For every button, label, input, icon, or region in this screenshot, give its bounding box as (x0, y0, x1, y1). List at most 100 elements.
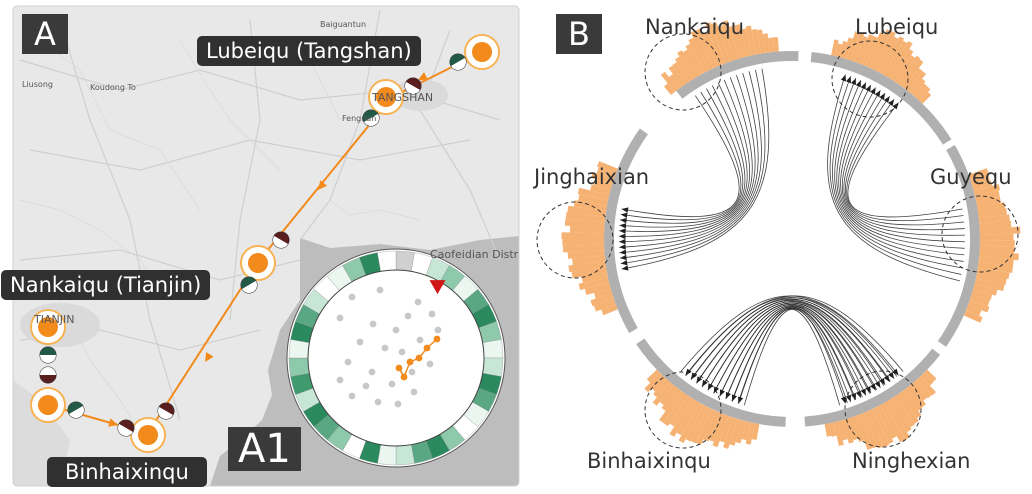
flow-curve (690, 297, 898, 380)
histogram-bar (975, 190, 1000, 202)
flow-arrowhead (888, 371, 895, 379)
region-highlight-circle (644, 371, 722, 449)
flow-curve (701, 300, 885, 387)
histogram-bar (762, 33, 770, 53)
flow-arrowhead (620, 217, 627, 224)
flow-arrowhead (865, 386, 871, 394)
histogram-bar (977, 202, 1006, 213)
inset-trajectory-point (406, 358, 414, 366)
flow-arrowhead (860, 82, 866, 90)
histogram-bar (851, 416, 865, 442)
transition-marker (39, 366, 57, 384)
histogram-bar (651, 375, 667, 392)
histogram-bar (703, 410, 721, 442)
histogram-bar (562, 244, 605, 253)
region-highlight-circle (941, 195, 1019, 273)
histogram-bar (858, 34, 874, 65)
histogram-bar (861, 35, 878, 67)
transition-marker-half (119, 420, 134, 432)
histogram-bar (969, 294, 990, 307)
inset-highlight-marker (429, 280, 446, 295)
histogram-bar (965, 305, 982, 316)
inset-dot (410, 388, 418, 396)
histogram-bar (601, 304, 618, 316)
flow-arrowhead (840, 396, 847, 404)
histogram-bar (672, 62, 690, 84)
histogram-bar (652, 382, 674, 406)
flow-curve (827, 74, 960, 282)
inset-dot (362, 382, 370, 390)
histogram-bar (904, 68, 923, 91)
histogram-bar (685, 43, 706, 75)
histogram-bar (876, 36, 899, 74)
histogram-bar (920, 372, 934, 386)
histogram-bar (900, 59, 924, 89)
transition-marker-half (159, 403, 174, 415)
histogram-bar (723, 417, 738, 449)
histogram-bar (895, 393, 919, 424)
flow-curve (829, 76, 962, 275)
transition-marker-half (118, 424, 133, 436)
histogram-bar (562, 239, 605, 246)
region-label-binhaixinqu: Binhaixinqu (587, 449, 711, 473)
flow-arrowhead (619, 228, 626, 234)
histogram-bar (708, 412, 725, 442)
histogram-bar (674, 56, 694, 82)
inset-dot (348, 293, 356, 301)
histogram-bar (974, 278, 1005, 292)
inset-ring-segment (288, 357, 310, 377)
histogram-bar (565, 212, 606, 223)
transition-marker-half (40, 375, 56, 383)
transition-marker-half (69, 406, 84, 418)
map-label: Koudong To (90, 83, 136, 92)
histogram-bar (868, 409, 890, 448)
flow-arrowhead (883, 374, 890, 382)
histogram-bar (831, 39, 839, 56)
transition-marker-half (451, 58, 466, 70)
inset-trajectory-point (400, 373, 408, 381)
inset-trajectory-point (423, 344, 431, 352)
histogram-bar (975, 273, 1007, 285)
route-arrow (318, 180, 328, 190)
histogram-bar (892, 395, 915, 428)
stay-marker-core (138, 425, 158, 445)
flow-curve (731, 307, 848, 404)
flow-arrowhead (888, 99, 895, 107)
inset-trajectory-point (395, 364, 403, 372)
flow-curve (713, 303, 870, 394)
map-label: Liusong (22, 80, 53, 89)
histogram-bar (914, 379, 932, 399)
route-arrow (418, 72, 428, 80)
transition-marker-half (274, 232, 289, 244)
flow-arrowhead (725, 391, 731, 399)
histogram-bar (751, 28, 761, 55)
histogram-bar (978, 214, 1010, 224)
inset-dot (428, 310, 436, 318)
inset-dot (398, 348, 406, 356)
flow-curve (620, 88, 744, 224)
flow-arrowhead (879, 377, 886, 385)
histogram-bar (976, 267, 1010, 279)
flow-curve (832, 78, 963, 269)
flow-arrowhead (713, 386, 720, 394)
histogram-bar (668, 74, 682, 90)
region-label-jinghaixian: Jinghaixian (534, 165, 650, 189)
histogram-bar (567, 205, 607, 217)
transition-marker-half (405, 82, 420, 94)
histogram-bar (664, 83, 675, 95)
flow-curve (838, 84, 965, 249)
histogram-bar (581, 272, 609, 283)
transition-marker (117, 419, 135, 437)
flow-curve (843, 92, 965, 231)
flow-curve (619, 79, 751, 237)
histogram-bar (685, 404, 708, 442)
flow-curve (619, 82, 748, 232)
histogram-bar (835, 43, 843, 57)
flow-curve (621, 95, 740, 218)
histogram-bar (668, 65, 686, 87)
transition-marker-half (450, 54, 465, 66)
histogram-bar (829, 422, 837, 437)
histogram-bar (838, 40, 848, 59)
histogram-bar (596, 167, 616, 179)
